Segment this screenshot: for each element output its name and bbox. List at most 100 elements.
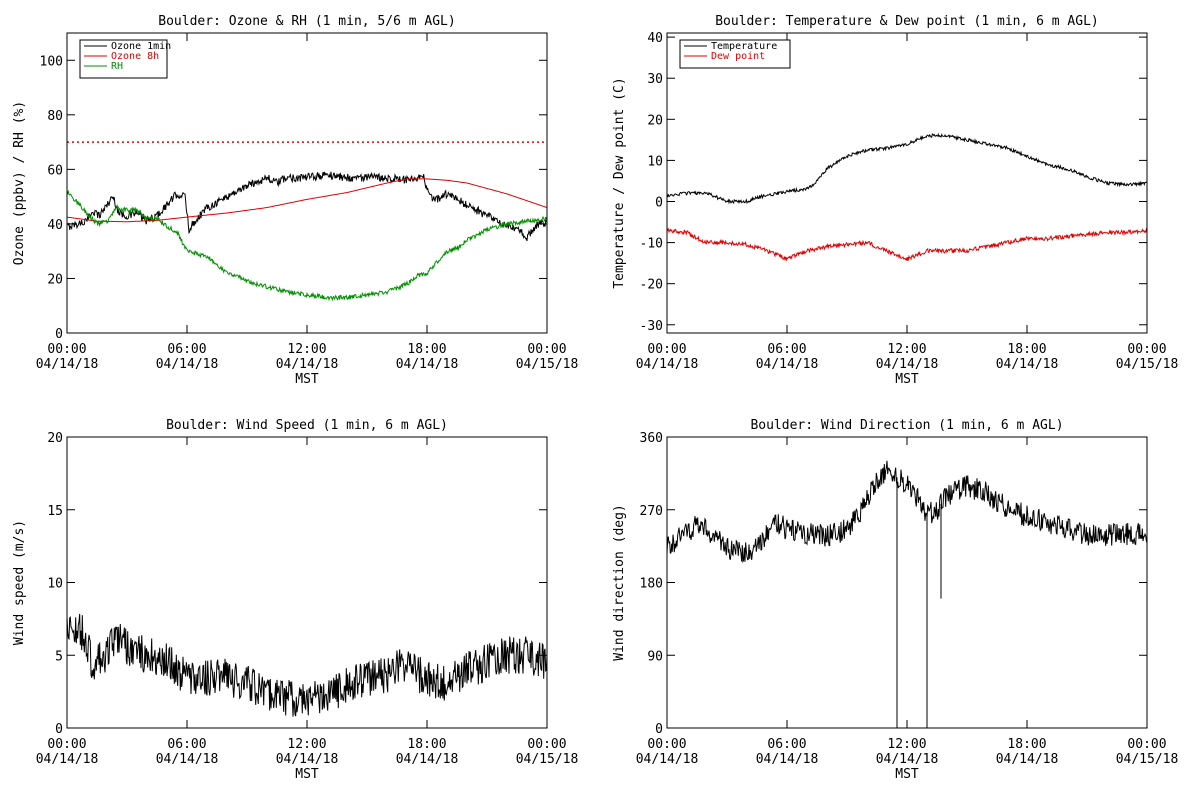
x-tick-label: 00:00 (647, 737, 686, 752)
y-axis-label: Temperature / Dew point (C) (612, 77, 627, 288)
legend-label: RH (111, 61, 123, 72)
x-tick-date: 04/14/18 (996, 357, 1059, 372)
plot-area (667, 132, 1147, 262)
y-tick-label: 15 (47, 504, 63, 519)
plot-area (67, 141, 547, 302)
x-tick-date: 04/15/18 (1116, 357, 1179, 372)
y-tick-label: 10 (647, 154, 663, 169)
series-line (667, 227, 1147, 262)
x-axis-label: MST (295, 767, 319, 782)
y-axis-label: Wind speed (m/s) (12, 520, 27, 645)
x-tick-label: 18:00 (1007, 342, 1046, 357)
x-tick-date: 04/14/18 (996, 752, 1059, 767)
y-axis-label: Ozone (ppbv) / RH (%) (12, 101, 27, 265)
x-tick-label: 12:00 (887, 342, 926, 357)
series-line (67, 171, 547, 242)
x-tick-date: 04/14/18 (36, 357, 99, 372)
y-tick-label: 20 (647, 113, 663, 128)
plot-area (667, 460, 1147, 728)
x-tick-label: 18:00 (407, 737, 446, 752)
x-tick-label: 12:00 (287, 737, 326, 752)
x-tick-label: 00:00 (47, 342, 86, 357)
plot-area (67, 613, 547, 717)
y-tick-label: 20 (47, 431, 63, 446)
x-tick-date: 04/14/18 (36, 752, 99, 767)
y-tick-label: 90 (647, 649, 663, 664)
x-tick-date: 04/14/18 (636, 752, 699, 767)
x-tick-label: 18:00 (1007, 737, 1046, 752)
y-tick-label: 10 (47, 577, 63, 592)
y-tick-label: 40 (647, 31, 663, 46)
y-tick-label: 30 (647, 72, 663, 87)
x-tick-date: 04/14/18 (156, 752, 219, 767)
x-tick-label: 12:00 (887, 737, 926, 752)
chart-wdir: Boulder: Wind Direction (1 min, 6 m AGL)… (612, 418, 1178, 782)
chart-title: Boulder: Wind Direction (1 min, 6 m AGL) (750, 418, 1063, 433)
x-tick-label: 00:00 (1127, 342, 1166, 357)
x-tick-date: 04/15/18 (1116, 752, 1179, 767)
legend-box (679, 39, 791, 69)
chart-wspd: Boulder: Wind Speed (1 min, 6 m AGL) 0 5 10… (12, 418, 578, 782)
x-tick-date: 04/14/18 (396, 357, 459, 372)
x-tick-label: 18:00 (407, 342, 446, 357)
y-tick-label: 100 (40, 54, 63, 69)
legend-label: Ozone 1min (111, 41, 171, 52)
chart-title: Boulder: Temperature & Dew point (1 min,… (715, 14, 1099, 29)
y-tick-label: 40 (47, 218, 63, 233)
chart-title: Boulder: Ozone & RH (1 min, 5/6 m AGL) (158, 14, 455, 29)
x-tick-date: 04/14/18 (756, 357, 819, 372)
y-tick-label: -20 (640, 278, 663, 293)
x-tick-date: 04/14/18 (636, 357, 699, 372)
y-tick-label: 20 (47, 272, 63, 287)
x-tick-label: 00:00 (527, 342, 566, 357)
x-tick-label: 06:00 (767, 342, 806, 357)
series-line (667, 132, 1147, 205)
chart-title: Boulder: Wind Speed (1 min, 6 m AGL) (166, 418, 448, 433)
y-axis-label: Wind direction (deg) (612, 504, 627, 661)
plot-frame (66, 32, 548, 334)
x-tick-date: 04/14/18 (756, 752, 819, 767)
series-line (67, 178, 547, 223)
x-tick-label: 06:00 (767, 737, 806, 752)
x-tick-date: 04/14/18 (276, 357, 339, 372)
y-tick-label: 80 (47, 109, 63, 124)
y-tick-label: 360 (640, 431, 663, 446)
x-tick-date: 04/14/18 (156, 357, 219, 372)
x-tick-label: 06:00 (167, 737, 206, 752)
x-tick-date: 04/14/18 (276, 752, 339, 767)
series-line (67, 189, 547, 302)
x-axis-label: MST (295, 372, 319, 387)
legend-label: Dew point (711, 51, 765, 62)
x-tick-label: 00:00 (647, 342, 686, 357)
chart-temp: Boulder: Temperature & Dew point (1 min,… (612, 14, 1178, 387)
x-tick-label: 00:00 (1127, 737, 1166, 752)
y-tick-label: 0 (655, 722, 663, 737)
legend-label: Temperature (711, 41, 777, 52)
legend-label: Ozone 8h (111, 51, 159, 62)
plot-frame (666, 32, 1148, 334)
x-tick-date: 04/15/18 (516, 357, 579, 372)
plot-frame (666, 436, 1148, 729)
y-tick-label: -30 (640, 319, 663, 334)
y-tick-label: 270 (640, 504, 663, 519)
y-tick-label: 0 (655, 195, 663, 210)
x-tick-label: 12:00 (287, 342, 326, 357)
y-tick-label: 5 (55, 649, 63, 664)
y-tick-label: -10 (640, 237, 663, 252)
x-tick-label: 06:00 (167, 342, 206, 357)
x-tick-date: 04/14/18 (876, 752, 939, 767)
x-axis-label: MST (895, 372, 919, 387)
plot-frame (66, 436, 548, 729)
series-line (67, 613, 547, 717)
x-axis-label: MST (895, 767, 919, 782)
x-tick-date: 04/15/18 (516, 752, 579, 767)
chart-ozone: Boulder: Ozone & RH (1 min, 5/6 m AGL) 0 2… (12, 14, 578, 387)
series-line (667, 460, 1147, 564)
x-tick-date: 04/14/18 (396, 752, 459, 767)
x-tick-date: 04/14/18 (876, 357, 939, 372)
x-tick-label: 00:00 (47, 737, 86, 752)
y-tick-label: 0 (55, 722, 63, 737)
y-tick-label: 60 (47, 163, 63, 178)
y-tick-label: 0 (55, 327, 63, 342)
